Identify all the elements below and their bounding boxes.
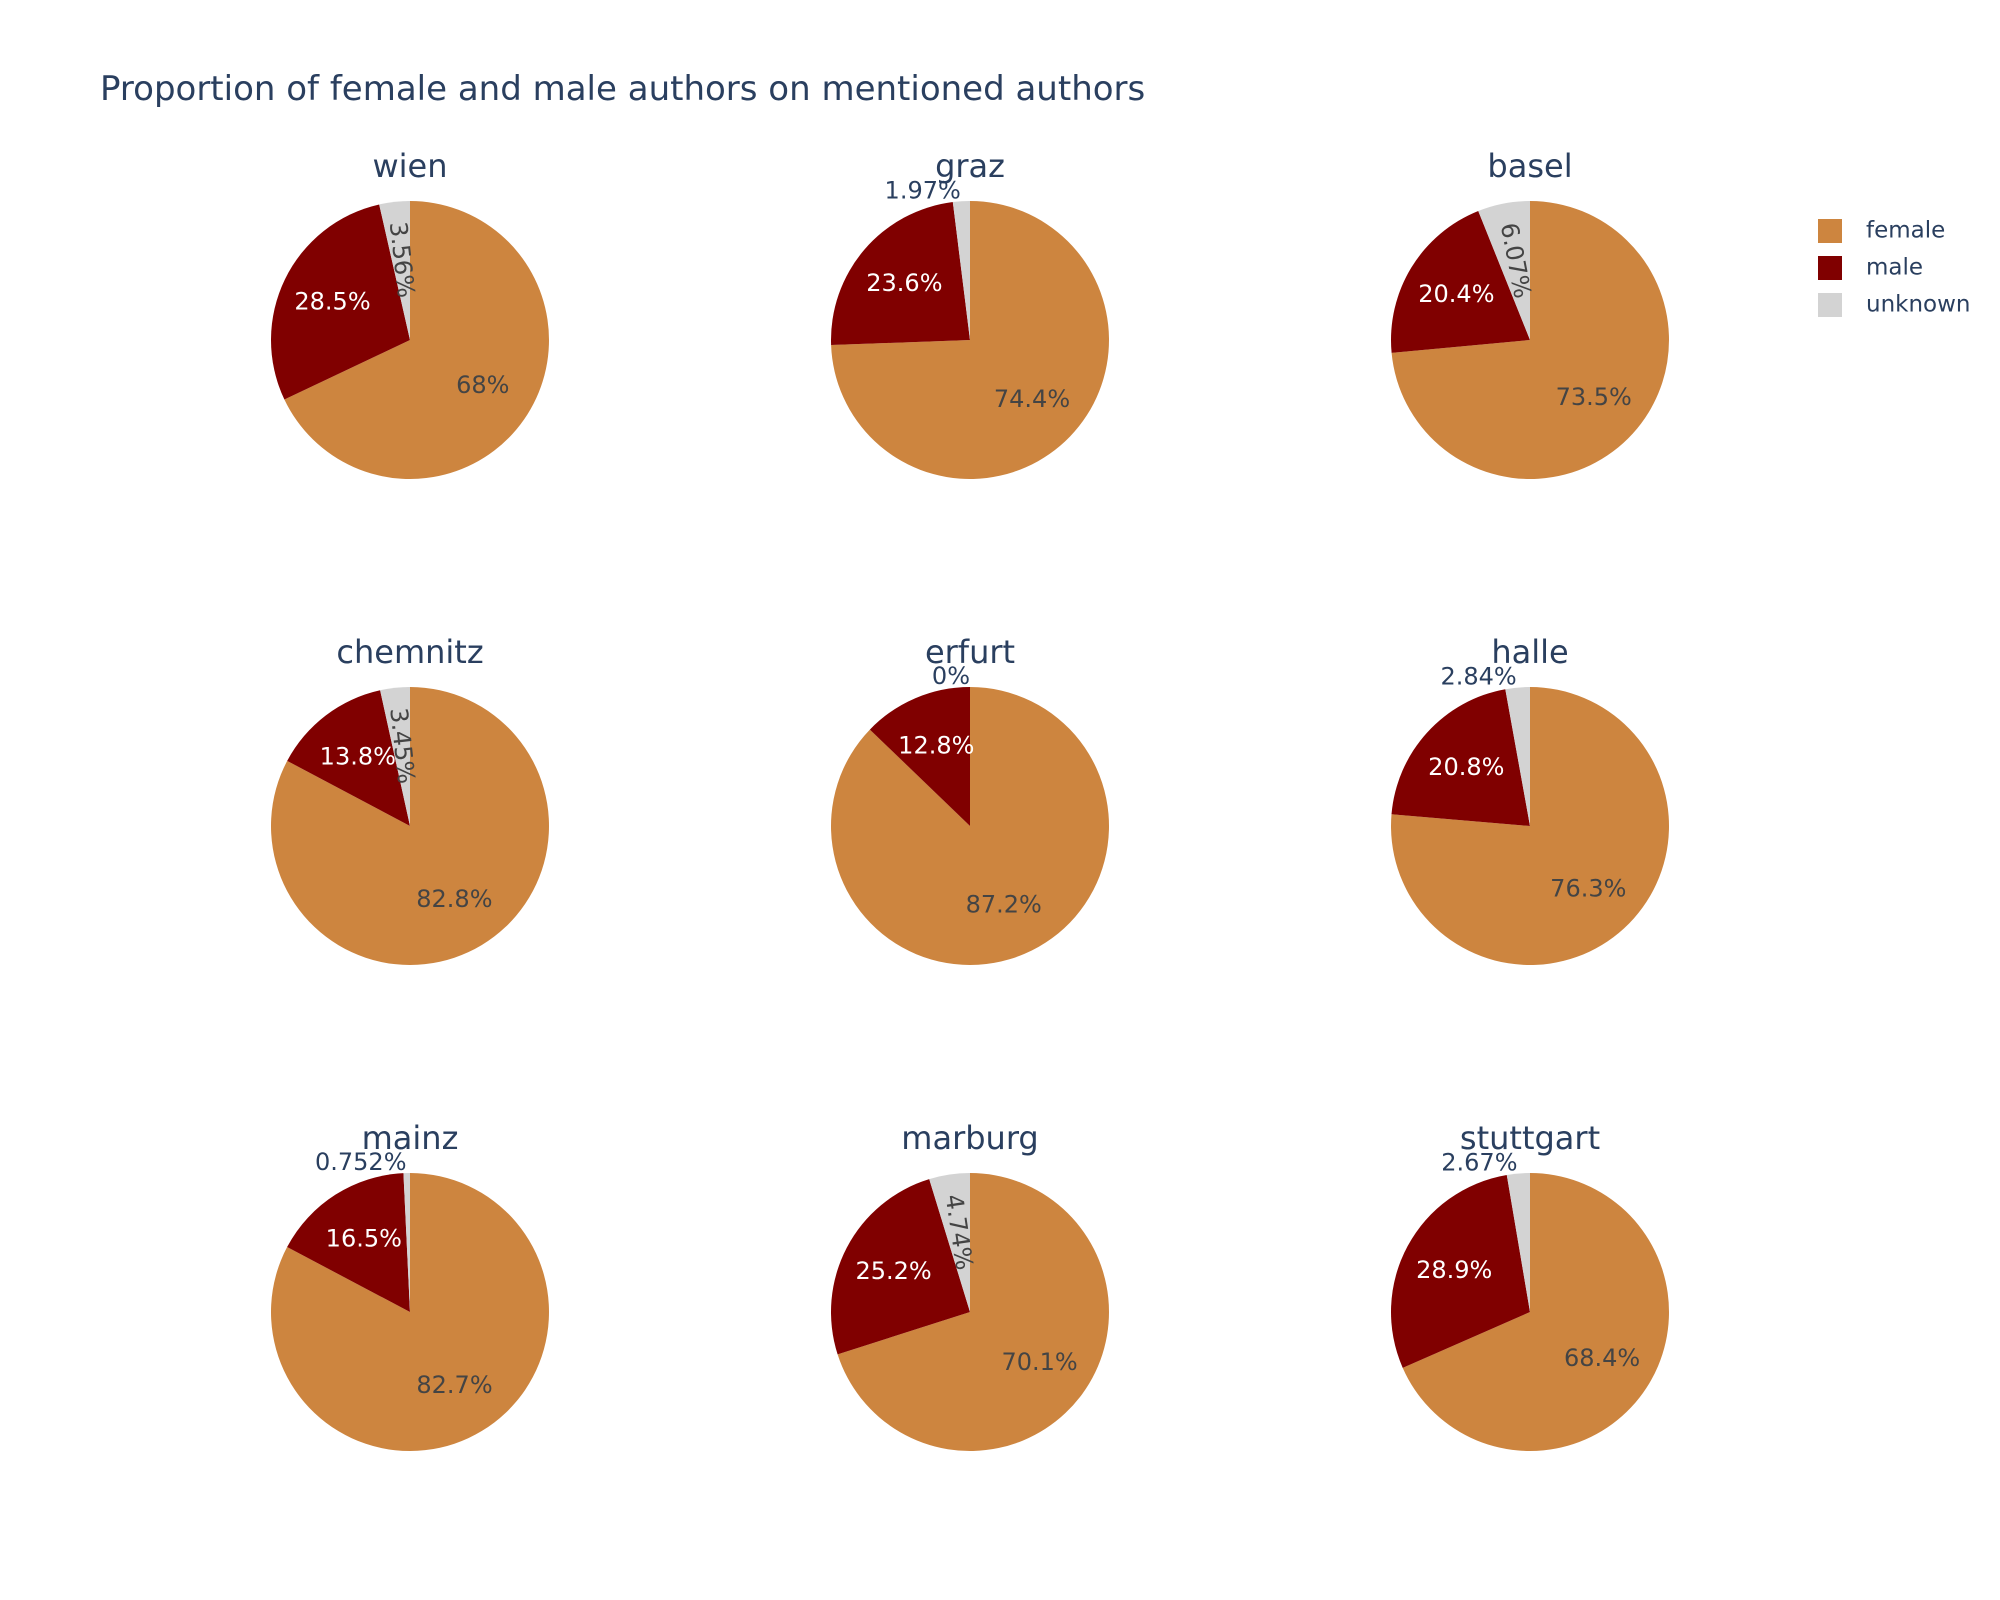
pie-slice-female bbox=[1402, 1172, 1670, 1451]
slice-label-female: 68.4% bbox=[1564, 1344, 1640, 1372]
pie-slice-male bbox=[830, 202, 970, 346]
pie-title: chemnitz bbox=[336, 633, 483, 671]
legend-item-male[interactable]: male bbox=[1818, 255, 1923, 281]
pie-slice-male bbox=[270, 204, 410, 400]
pie-slice-male bbox=[1390, 1174, 1530, 1368]
pie-slice-male bbox=[287, 1173, 410, 1312]
legend-swatch bbox=[1818, 256, 1842, 280]
pie-slice-female bbox=[1391, 686, 1670, 966]
pie-slice-male bbox=[869, 687, 970, 826]
slice-label-unknown: 1.97% bbox=[885, 176, 961, 204]
slice-label-unknown: 2.67% bbox=[1441, 1149, 1517, 1177]
pie-slice-unknown bbox=[379, 201, 410, 340]
pie-graz: graz 74.4% 23.6% 1.97% bbox=[830, 147, 1109, 480]
pie-slice-unknown bbox=[1505, 687, 1530, 826]
legend-label: female bbox=[1866, 218, 1945, 244]
pie-slice-female bbox=[270, 687, 549, 965]
pie-slice-female bbox=[831, 201, 1109, 480]
pie-slice-unknown bbox=[1478, 201, 1530, 340]
pie-slice-female bbox=[1391, 201, 1670, 479]
slice-label-unknown: 0% bbox=[932, 662, 970, 690]
pie-title: basel bbox=[1487, 147, 1572, 185]
slice-label-female: 70.1% bbox=[1001, 1348, 1077, 1376]
pie-slice-unknown bbox=[952, 201, 970, 340]
pie-erfurt: erfurt 87.2% 12.8% 0% bbox=[831, 633, 1110, 965]
slice-label-female: 82.8% bbox=[416, 885, 492, 913]
slice-label-male: 20.4% bbox=[1418, 280, 1494, 308]
slice-label-male: 12.8% bbox=[898, 732, 974, 760]
pie-slice-male bbox=[287, 690, 410, 826]
slice-label-male: 23.6% bbox=[866, 269, 942, 297]
pie-title: erfurt bbox=[925, 633, 1015, 671]
slice-label-female: 87.2% bbox=[966, 890, 1042, 918]
legend-swatch bbox=[1818, 219, 1842, 243]
slice-label-male: 28.9% bbox=[1416, 1256, 1492, 1284]
pie-title: halle bbox=[1491, 633, 1568, 671]
slice-label-female: 82.7% bbox=[416, 1371, 492, 1399]
slice-label-unknown: 0.752% bbox=[315, 1148, 407, 1176]
chart-title: Proportion of female and male authors on… bbox=[100, 69, 1145, 109]
pie-slice-male bbox=[830, 1179, 970, 1355]
pie-slice-unknown bbox=[380, 687, 410, 826]
legend-item-unknown[interactable]: unknown bbox=[1818, 292, 1971, 318]
legend-label: unknown bbox=[1866, 292, 1971, 318]
pie-slice-female bbox=[270, 1173, 549, 1452]
pie-title: wien bbox=[372, 147, 447, 185]
pie-slice-female bbox=[284, 201, 549, 480]
pie-title: mainz bbox=[362, 1119, 459, 1157]
pie-mainz: mainz 82.7% 16.5% 0.752% bbox=[270, 1119, 549, 1452]
pie-title: marburg bbox=[901, 1119, 1038, 1157]
slice-label-female: 76.3% bbox=[1550, 875, 1626, 903]
legend-item-female[interactable]: female bbox=[1818, 218, 1945, 244]
pie-slice-female bbox=[831, 687, 1110, 965]
slice-label-female: 74.4% bbox=[994, 385, 1070, 413]
pie-slice-unknown bbox=[929, 1173, 970, 1312]
pies-container: wien68%28.5%3.56%graz74.4%23.6%1.97%base… bbox=[270, 147, 1670, 1452]
pie-slice-female bbox=[837, 1173, 1109, 1451]
slice-label-male: 25.2% bbox=[855, 1257, 931, 1285]
slice-label-male: 16.5% bbox=[326, 1224, 402, 1252]
slice-label-male: 13.8% bbox=[320, 742, 396, 770]
pie-slice-unknown bbox=[1506, 1172, 1530, 1312]
legend: female male unknown bbox=[1818, 218, 1971, 318]
slice-label-male: 28.5% bbox=[294, 287, 370, 315]
pie-halle: halle 76.3% 20.8% 2.84% bbox=[1391, 633, 1670, 966]
pie-slice-male bbox=[1391, 210, 1530, 353]
pie-slice-unknown bbox=[403, 1173, 410, 1312]
pie-title: graz bbox=[935, 147, 1005, 185]
slice-label-female: 73.5% bbox=[1556, 383, 1632, 411]
legend-label: male bbox=[1866, 255, 1923, 281]
pie-stuttgart: stuttgart 68.4% 28.9% 2.67% bbox=[1390, 1119, 1670, 1451]
legend-swatch bbox=[1818, 293, 1842, 317]
slice-label-male: 20.8% bbox=[1428, 753, 1504, 781]
pie-title: stuttgart bbox=[1460, 1119, 1600, 1157]
slice-label-unknown: 2.84% bbox=[1440, 663, 1516, 691]
slice-label-female: 68% bbox=[456, 371, 509, 399]
pie-slice-male bbox=[1391, 689, 1530, 826]
